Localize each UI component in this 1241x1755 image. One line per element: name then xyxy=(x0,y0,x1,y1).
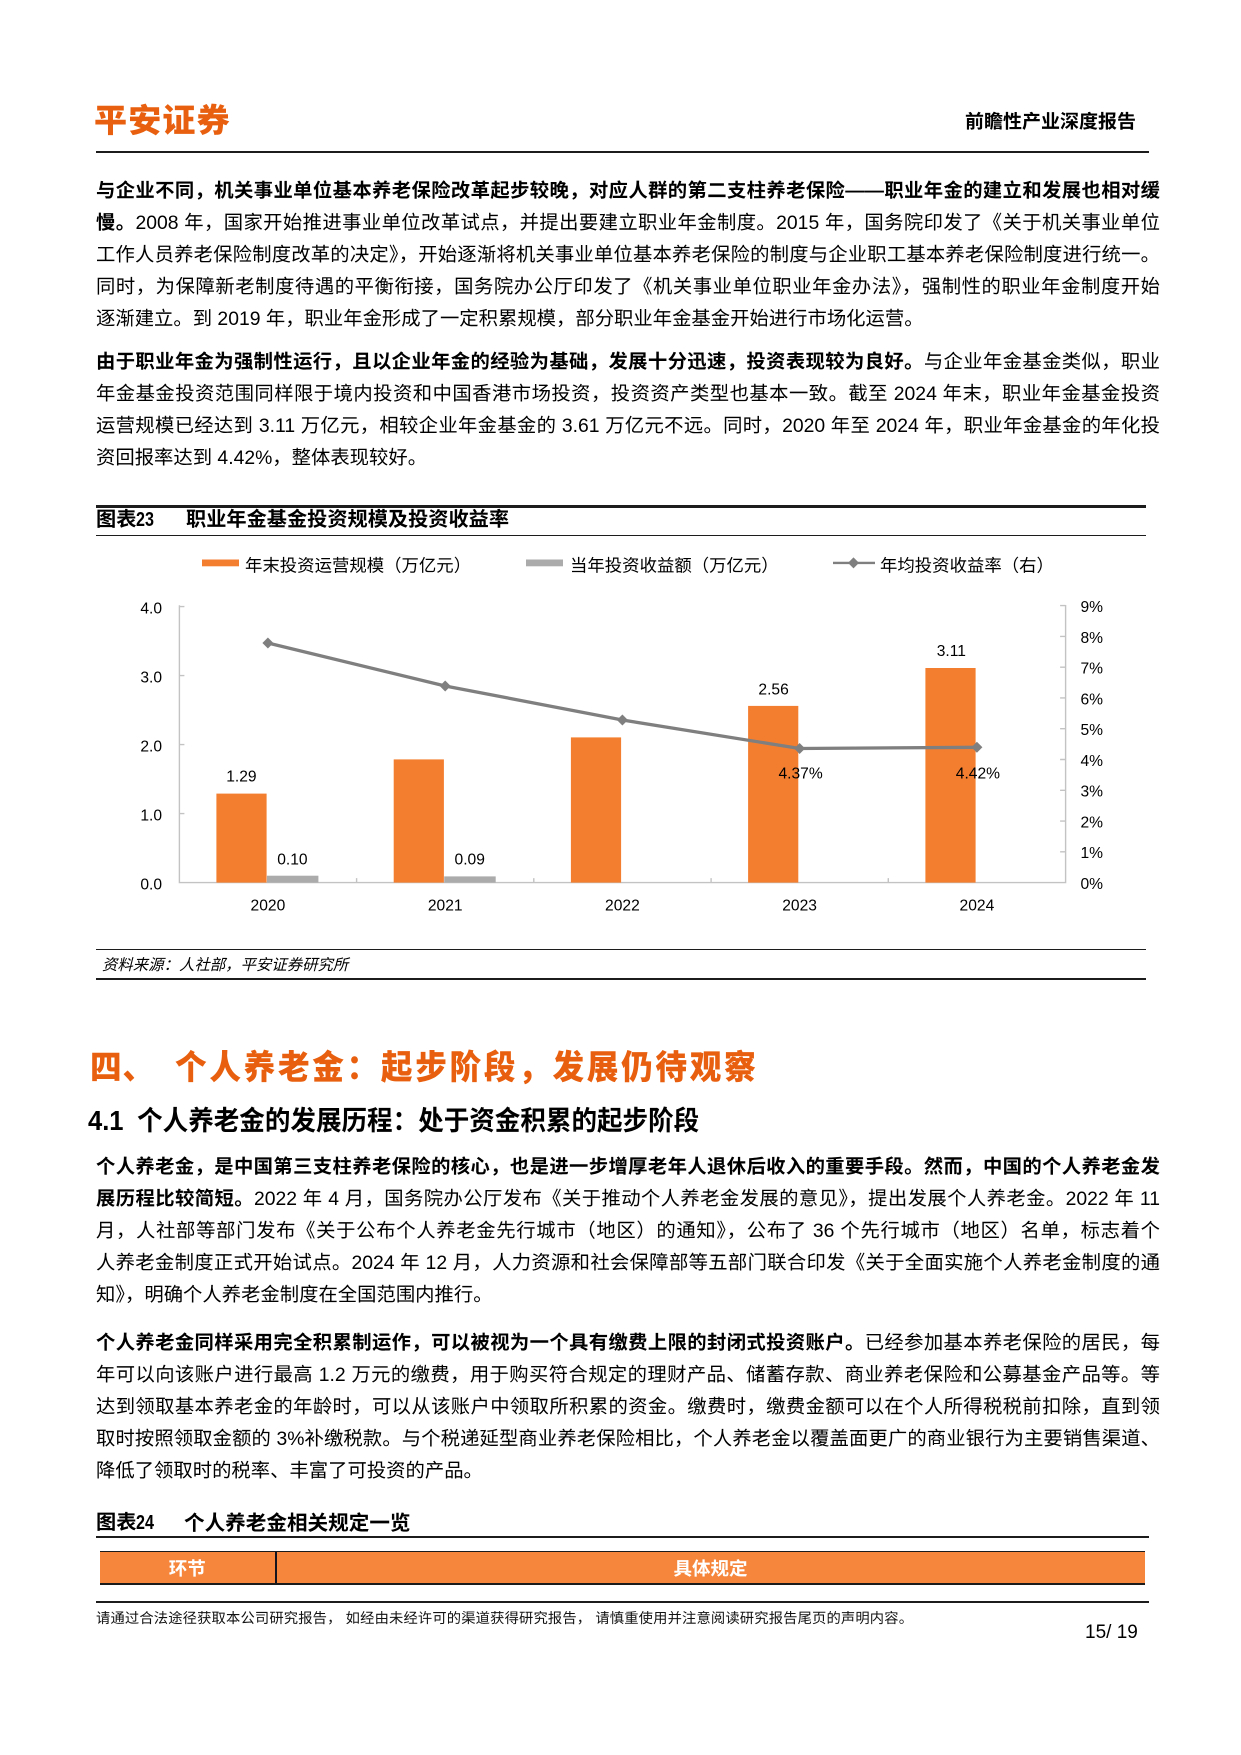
svg-text:6%: 6% xyxy=(1081,691,1104,708)
svg-text:1.0: 1.0 xyxy=(140,808,162,825)
svg-text:2.56: 2.56 xyxy=(758,681,788,698)
svg-text:9%: 9% xyxy=(1081,599,1104,616)
svg-text:0.10: 0.10 xyxy=(277,851,308,868)
svg-text:1.29: 1.29 xyxy=(226,769,256,786)
svg-text:4.37%: 4.37% xyxy=(778,765,822,782)
svg-text:4.0: 4.0 xyxy=(140,601,162,618)
svg-text:8%: 8% xyxy=(1081,630,1104,647)
svg-text:2%: 2% xyxy=(1081,814,1104,831)
svg-text:3.0: 3.0 xyxy=(140,670,162,687)
svg-text:7%: 7% xyxy=(1081,661,1104,678)
svg-text:2021: 2021 xyxy=(428,898,463,915)
svg-text:5%: 5% xyxy=(1081,722,1104,739)
svg-text:2022: 2022 xyxy=(605,898,640,915)
svg-text:2020: 2020 xyxy=(251,898,286,915)
svg-text:0.0: 0.0 xyxy=(140,876,162,893)
svg-text:2.0: 2.0 xyxy=(140,739,162,756)
svg-text:0%: 0% xyxy=(1081,876,1104,893)
svg-text:2023: 2023 xyxy=(782,898,817,915)
svg-text:年均投资收益率（右）: 年均投资收益率（右） xyxy=(880,555,1054,575)
svg-text:2024: 2024 xyxy=(960,898,995,915)
svg-text:0.09: 0.09 xyxy=(455,851,485,868)
svg-text:4.42%: 4.42% xyxy=(956,765,1000,782)
svg-text:年末投资运营规模（万亿元）: 年末投资运营规模（万亿元） xyxy=(245,555,471,575)
svg-text:4%: 4% xyxy=(1081,753,1104,770)
svg-text:3.11: 3.11 xyxy=(937,643,966,660)
svg-text:1%: 1% xyxy=(1081,845,1104,862)
svg-text:3%: 3% xyxy=(1081,784,1104,801)
svg-text:当年投资收益额（万亿元）: 当年投资收益额（万亿元） xyxy=(570,555,779,575)
